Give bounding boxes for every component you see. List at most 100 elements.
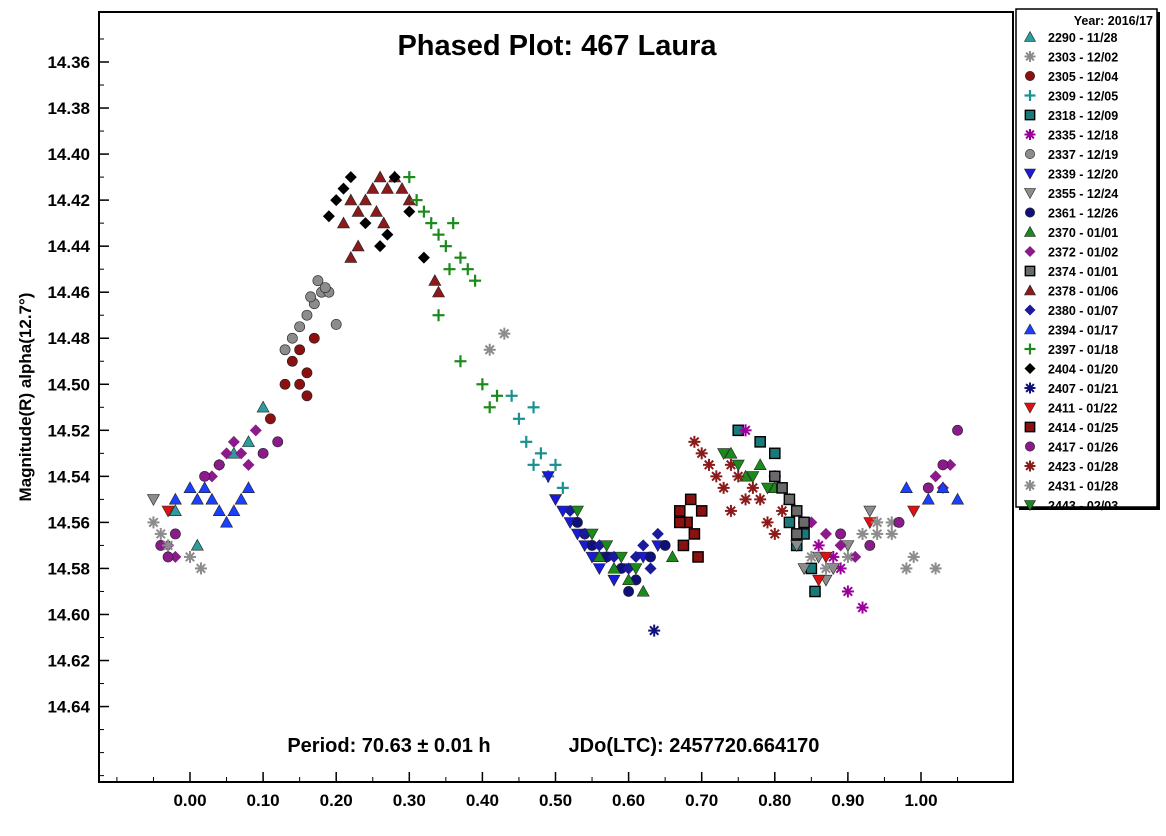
x-tick-label: 0.10 (247, 791, 280, 810)
legend-marker (1025, 207, 1035, 218)
series-2 (265, 332, 320, 425)
marker-stroke (740, 425, 751, 436)
legend-label: 2423 - 01/28 (1048, 460, 1118, 474)
y-tick-label: 14.52 (47, 421, 90, 440)
legend-marker (1023, 284, 1037, 296)
legend-marker (1023, 225, 1037, 237)
data-point (359, 217, 372, 230)
marker-stroke (821, 563, 831, 574)
data-point (841, 550, 854, 563)
legend-label: 2394 - 01/17 (1048, 324, 1118, 338)
data-point (636, 584, 650, 597)
x-tick-label: 0.40 (466, 791, 499, 810)
data-point (227, 435, 240, 448)
series-23 (147, 516, 942, 575)
legend-marker (1024, 129, 1036, 140)
legend-label: 2303 - 12/02 (1048, 51, 1118, 65)
y-tick-label: 14.44 (47, 237, 90, 256)
data-point (351, 205, 365, 217)
legend-label: 2305 - 12/04 (1048, 70, 1118, 84)
data-point (732, 470, 745, 483)
legend-marker (1024, 265, 1036, 277)
data-point (805, 550, 818, 563)
period-text: Period: 70.63 ± 0.01 h (287, 735, 490, 757)
data-point (428, 274, 442, 286)
data-point (220, 515, 234, 528)
data-point (168, 492, 182, 505)
data-point (169, 528, 181, 540)
data-point (797, 563, 811, 576)
data-point (168, 504, 182, 516)
marker-stroke (755, 494, 766, 505)
legend-label: 2411 - 01/22 (1048, 402, 1118, 416)
y-tick-label: 14.58 (47, 559, 90, 578)
data-point (754, 493, 767, 506)
data-point (899, 481, 913, 493)
data-point (294, 344, 306, 356)
data-point (717, 448, 731, 460)
data-point (443, 263, 456, 276)
marker-stroke (711, 471, 722, 482)
data-point (279, 378, 291, 390)
y-tick-label: 14.50 (47, 375, 90, 394)
x-tick-label: 0.00 (173, 791, 206, 810)
marker-stroke (696, 448, 707, 459)
marker-stroke (718, 482, 729, 493)
data-point (592, 550, 606, 563)
legend-box (1015, 8, 1158, 508)
data-point (692, 551, 704, 563)
marker-stroke (901, 563, 912, 574)
series-24 (570, 448, 774, 576)
data-point (731, 459, 745, 472)
x-tick-label: 0.30 (393, 791, 426, 810)
legend-label: 2443 - 02/03 (1048, 499, 1118, 513)
marker-stroke (689, 436, 700, 447)
data-point (695, 505, 708, 517)
data-point (549, 458, 562, 471)
y-tick-label: 14.46 (47, 283, 90, 302)
data-point (790, 505, 803, 517)
data-point (623, 586, 634, 597)
marker-stroke (185, 551, 195, 562)
y-tick-label: 14.42 (47, 191, 90, 210)
data-point (629, 550, 642, 563)
legend-label: 2407 - 01/21 (1048, 382, 1118, 396)
legend-marker (1024, 109, 1036, 121)
marker-stroke (747, 482, 758, 493)
data-point (863, 505, 877, 518)
data-point (432, 309, 445, 322)
marker-stroke (769, 528, 780, 539)
marker-stroke (148, 517, 159, 528)
data-point (305, 291, 317, 303)
data-point (425, 217, 438, 230)
data-point (403, 171, 416, 184)
data-point (330, 319, 342, 330)
data-point (900, 562, 913, 575)
marker-stroke (813, 540, 824, 551)
legend-label: 2337 - 12/19 (1048, 148, 1118, 162)
series-14 (564, 504, 664, 575)
data-point (162, 551, 174, 563)
data-point (395, 181, 409, 194)
legend-marker (1025, 71, 1035, 81)
marker-stroke (155, 528, 166, 539)
y-axis-label: Magnitude(R) alpha(12.7°) (16, 293, 35, 502)
data-point (695, 447, 708, 460)
data-point (761, 516, 774, 529)
marker-stroke (1025, 461, 1035, 471)
x-tick-label: 0.50 (539, 791, 572, 810)
data-point (922, 482, 934, 494)
marker-stroke (163, 540, 174, 551)
series-1 (184, 327, 898, 575)
legend-label: 2355 - 12/24 (1048, 187, 1118, 201)
legend-marker (1024, 382, 1036, 394)
data-point (190, 538, 204, 551)
data-point (257, 447, 269, 459)
data-point (688, 435, 701, 448)
data-point (739, 493, 752, 506)
legend-items: 2290 - 11/28 2303 - 12/02 2305 - 12/04 2309… (1023, 30, 1118, 513)
data-point (809, 585, 821, 598)
data-point (190, 492, 204, 505)
series-12 (769, 470, 810, 540)
legend: Year: 2016/17 2290 - 11/28 2303 - 12/02 23… (1015, 8, 1160, 513)
